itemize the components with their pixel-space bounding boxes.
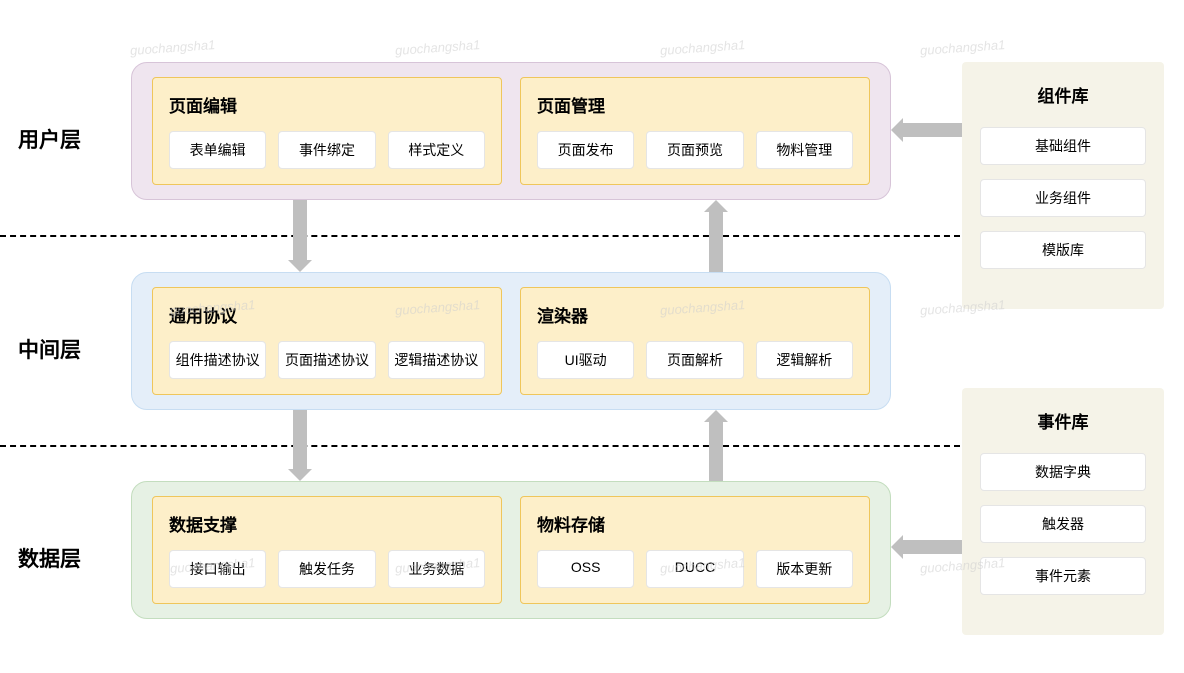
- sidebar-title: 组件库: [980, 82, 1146, 107]
- module-user-1: 页面管理页面发布页面预览物料管理: [520, 77, 870, 185]
- layer-label-middle: 中间层: [18, 334, 81, 364]
- module-middle-1: 渲染器 UI驱动页面解析逻辑解析: [520, 287, 870, 395]
- cell: 逻辑解析: [756, 341, 853, 379]
- cell: 页面描述协议: [278, 341, 375, 379]
- sidebar-components: 组件库基础组件业务组件模版库: [962, 62, 1164, 309]
- cell: 版本更新: [756, 550, 853, 588]
- layer-label-user: 用户层: [18, 124, 81, 154]
- module-user-0: 页面编辑表单编辑事件绑定样式定义: [152, 77, 502, 185]
- divider-1: [0, 235, 960, 237]
- sidebar-cell: 事件元素: [980, 557, 1146, 595]
- cell: OSS: [537, 550, 634, 588]
- cell: 物料管理: [756, 131, 853, 169]
- watermark: guochangsha1: [395, 37, 481, 58]
- module-middle-0: 通用协议组件描述协议页面描述协议逻辑描述协议: [152, 287, 502, 395]
- layer-user: 页面编辑表单编辑事件绑定样式定义页面管理页面发布页面预览物料管理: [131, 62, 891, 200]
- module-title: 通用协议: [169, 302, 485, 327]
- cell: 页面预览: [646, 131, 743, 169]
- sidebar-cell: 触发器: [980, 505, 1146, 543]
- sidebar-cell: 业务组件: [980, 179, 1146, 217]
- cell: 触发任务: [278, 550, 375, 588]
- module-title: 渲染器: [537, 302, 853, 327]
- module-title: 页面编辑: [169, 92, 485, 117]
- module-data-1: 物料存储 OSS DUCC 版本更新: [520, 496, 870, 604]
- watermark: guochangsha1: [920, 37, 1006, 58]
- cell: 接口输出: [169, 550, 266, 588]
- cell: DUCC: [646, 550, 743, 588]
- cell: 样式定义: [388, 131, 485, 169]
- sidebar-cell: 数据字典: [980, 453, 1146, 491]
- module-title: 页面管理: [537, 92, 853, 117]
- sidebar-cell: 基础组件: [980, 127, 1146, 165]
- cell: 组件描述协议: [169, 341, 266, 379]
- cell: UI驱动: [537, 341, 634, 379]
- cell: 业务数据: [388, 550, 485, 588]
- layer-label-data: 数据层: [18, 543, 81, 573]
- layer-data: 数据支撑接口输出触发任务业务数据 物料存储 OSS DUCC 版本更新: [131, 481, 891, 619]
- watermark: guochangsha1: [130, 37, 216, 58]
- sidebar-events: 事件库数据字典触发器事件元素: [962, 388, 1164, 635]
- module-data-0: 数据支撑接口输出触发任务业务数据: [152, 496, 502, 604]
- cell: 逻辑描述协议: [388, 341, 485, 379]
- module-title: 数据支撑: [169, 511, 485, 536]
- cell: 事件绑定: [278, 131, 375, 169]
- sidebar-title: 事件库: [980, 408, 1146, 433]
- cell: 页面发布: [537, 131, 634, 169]
- module-title: 物料存储: [537, 511, 853, 536]
- layer-middle: 通用协议组件描述协议页面描述协议逻辑描述协议 渲染器 UI驱动页面解析逻辑解析: [131, 272, 891, 410]
- divider-2: [0, 445, 960, 447]
- cell: 表单编辑: [169, 131, 266, 169]
- cell: 页面解析: [646, 341, 743, 379]
- sidebar-cell: 模版库: [980, 231, 1146, 269]
- watermark: guochangsha1: [660, 37, 746, 58]
